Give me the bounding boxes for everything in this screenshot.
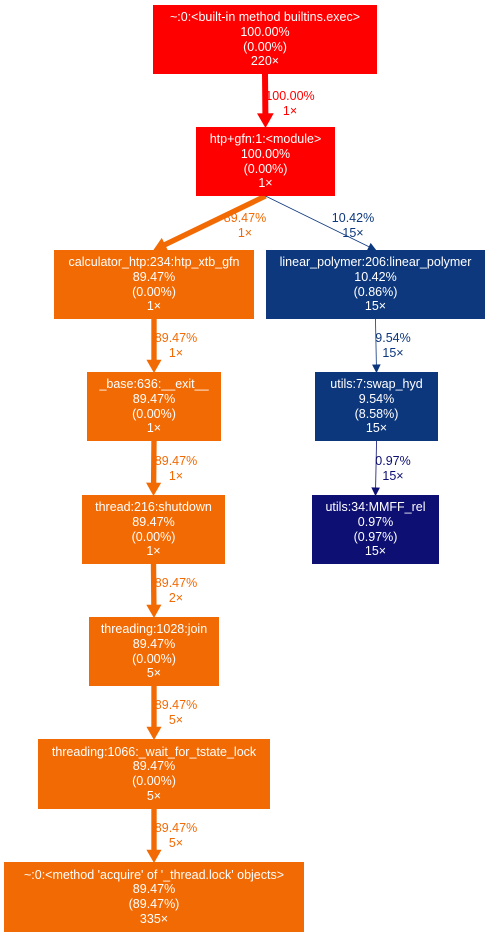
edge-percent: 10.42% xyxy=(331,211,375,225)
arrowhead-icon xyxy=(146,604,162,619)
node-self: (0.00%) xyxy=(131,529,176,544)
node-self: (0.00%) xyxy=(132,406,176,421)
arrowhead-icon xyxy=(146,849,162,864)
node-self: (0.97%) xyxy=(353,529,398,544)
edge-percent: 89.47% xyxy=(154,821,198,835)
node-total: 9.54% xyxy=(358,391,395,406)
edge-percent: 89.47% xyxy=(223,211,267,225)
edge-percent: 89.47% xyxy=(154,576,198,590)
node-self: (8.58%) xyxy=(354,406,399,421)
node-total: 100.00% xyxy=(240,24,290,39)
node-self: (89.47%) xyxy=(128,897,180,911)
node-name: threading:1066:_wait_for_tstate_lock xyxy=(51,744,257,759)
function-node[interactable]: threading:1028:join 89.47% (0.00%) 5× xyxy=(89,617,219,686)
edge-calls: 15× xyxy=(382,468,404,483)
function-node[interactable]: ~:0:<method 'acquire' of '_thread.lock' … xyxy=(4,862,304,932)
edge-label: 100.00% 1× xyxy=(265,89,314,118)
node-self: (0.86%) xyxy=(353,284,398,299)
edge-label: 9.54% 15× xyxy=(375,331,410,360)
edge-percent: 9.54% xyxy=(375,331,411,345)
edge-label: 0.97% 15× xyxy=(375,454,410,483)
edge-label: 89.47% 1× xyxy=(155,454,197,483)
node-calls: 1× xyxy=(258,176,273,191)
node-calls: 1× xyxy=(146,544,161,559)
node-calls: 15× xyxy=(364,544,387,559)
call-edge xyxy=(375,318,377,366)
node-total: 10.42% xyxy=(354,269,397,284)
node-self: (0.00%) xyxy=(132,284,176,299)
node-calls: 15× xyxy=(365,421,388,436)
edge-percent: 100.00% xyxy=(265,89,315,103)
node-calls: 335× xyxy=(139,911,169,926)
function-node[interactable]: ~:0:<built-in method builtins.exec> 100.0… xyxy=(153,5,377,74)
node-calls: 5× xyxy=(146,788,162,803)
node-total: 89.47% xyxy=(132,636,176,651)
function-node[interactable]: utils:34:MMFF_rel 0.97% (0.97%) 15× xyxy=(312,495,439,564)
function-node[interactable]: calculator_htp:234:htp_xtb_gfn 89.47% (0.0… xyxy=(54,250,254,319)
node-self: (0.00%) xyxy=(243,161,288,176)
edge-calls: 1× xyxy=(168,345,184,360)
edge-label: 89.47% 1× xyxy=(224,211,266,240)
arrowhead-icon xyxy=(146,726,162,741)
node-calls: 5× xyxy=(146,666,162,681)
node-total: 89.47% xyxy=(132,269,176,284)
node-total: 89.47% xyxy=(132,759,176,774)
arrowhead-icon xyxy=(146,359,162,374)
node-name: utils:7:swap_hyd xyxy=(330,377,423,392)
edge-calls: 5× xyxy=(168,712,184,727)
node-self: (0.00%) xyxy=(132,774,176,788)
edge-calls: 5× xyxy=(168,835,184,850)
node-name: thread:216:shutdown xyxy=(95,500,212,515)
edge-label: 10.42% 15× xyxy=(332,211,374,240)
node-name: utils:34:MMFF_rel xyxy=(325,500,426,515)
call-edge xyxy=(163,193,267,248)
function-node[interactable]: utils:7:swap_hyd 9.54% (8.58%) 15× xyxy=(315,372,438,441)
edge-label: 89.47% 5× xyxy=(155,698,197,727)
function-node[interactable]: threading:1066:_wait_for_tstate_lock 89.4… xyxy=(38,739,270,809)
node-calls: 15× xyxy=(364,299,387,314)
edge-calls: 1× xyxy=(282,103,298,118)
edge-label: 89.47% 5× xyxy=(155,821,197,850)
node-calls: 1× xyxy=(146,299,162,314)
edge-percent: 89.47% xyxy=(154,454,198,468)
node-total: 89.47% xyxy=(132,882,176,897)
edge-calls: 15× xyxy=(342,225,364,240)
node-calls: 1× xyxy=(146,421,162,436)
node-calls: 220× xyxy=(250,54,280,69)
edge-percent: 89.47% xyxy=(154,331,198,345)
node-name: ~:0:<method 'acquire' of '_thread.lock' … xyxy=(23,867,285,882)
function-node[interactable]: _base:636:__exit__ 89.47% (0.00%) 1× xyxy=(87,372,221,441)
edge-calls: 1× xyxy=(237,225,253,240)
node-total: 0.97% xyxy=(357,514,394,529)
function-node[interactable]: thread:216:shutdown 89.47% (0.00%) 1× xyxy=(82,495,225,564)
node-name: calculator_htp:234:htp_xtb_gfn xyxy=(68,255,240,270)
arrowhead-icon xyxy=(257,113,274,129)
edge-calls: 15× xyxy=(382,345,404,360)
node-self: (0.00%) xyxy=(132,651,176,666)
edge-percent: 89.47% xyxy=(154,698,198,712)
node-self: (0.00%) xyxy=(243,39,287,54)
node-name: _base:636:__exit__ xyxy=(99,377,209,392)
edge-calls: 2× xyxy=(168,590,184,605)
node-total: 100.00% xyxy=(240,146,291,161)
node-name: ~:0:<built-in method builtins.exec> xyxy=(169,10,361,25)
node-total: 89.47% xyxy=(132,391,176,406)
function-node[interactable]: linear_polymer:206:linear_polymer 10.42%(… xyxy=(266,250,485,319)
node-name: htp+gfn:1:<module> xyxy=(209,132,322,147)
call-edge xyxy=(265,195,370,248)
edge-label: 89.47% 2× xyxy=(155,576,197,605)
arrowhead-icon xyxy=(146,482,162,497)
arrowhead-icon xyxy=(371,487,380,497)
edge-calls: 1× xyxy=(168,468,184,483)
node-name: linear_polymer:206:linear_polymer xyxy=(279,255,472,270)
arrowhead-icon xyxy=(372,364,381,374)
function-node[interactable]: htp+gfn:1:<module> 100.00% (0.00%) 1× xyxy=(196,127,335,196)
call-edge xyxy=(375,440,377,489)
node-name: threading:1028:join xyxy=(100,622,208,637)
edge-label: 89.47% 1× xyxy=(155,331,197,360)
node-total: 89.47% xyxy=(132,514,175,529)
edge-percent: 0.97% xyxy=(375,454,411,468)
